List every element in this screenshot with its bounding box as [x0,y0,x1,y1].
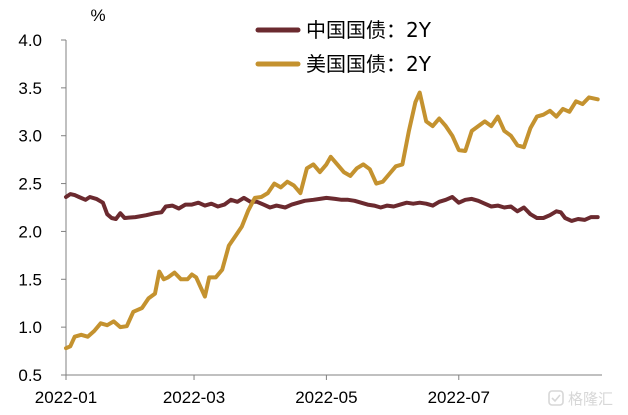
y-tick-label: 4.0 [18,31,42,50]
x-axis: 2022-01 2022-03 2022-05 2022-07 [35,374,602,407]
series-line-china-2y [64,192,600,223]
y-tick-label: 3.0 [18,127,42,146]
legend-label-china: 中国国债：2Y [306,18,432,42]
y-tick-label: 2.0 [18,222,42,241]
y-tick-label: 3.5 [18,79,42,98]
y-unit-label: % [90,6,105,25]
y-axis: 4.0 3.5 3.0 2.5 2.0 1.5 1.0 0.5 [18,31,67,385]
x-tick-label: 2022-07 [428,388,490,407]
y-tick-label: 1.0 [18,318,42,337]
x-tick-label: 2022-01 [35,388,97,407]
y-tick-label: 2.5 [18,175,42,194]
legend: 中国国债：2Y 美国国债：2Y [255,18,432,76]
x-tick-label: 2022-03 [163,388,225,407]
series-layer [64,90,600,351]
watermark-text: 格隆汇 [568,390,614,408]
y-tick-label: 0.5 [18,366,42,385]
y-tick-label: 1.5 [18,270,42,289]
watermark: 格隆汇 [548,387,624,411]
x-tick-label: 2022-05 [295,388,357,407]
legend-label-us: 美国国债：2Y [306,52,432,76]
watermark-logo-icon [548,390,564,406]
series-line-us-2y [64,90,600,351]
